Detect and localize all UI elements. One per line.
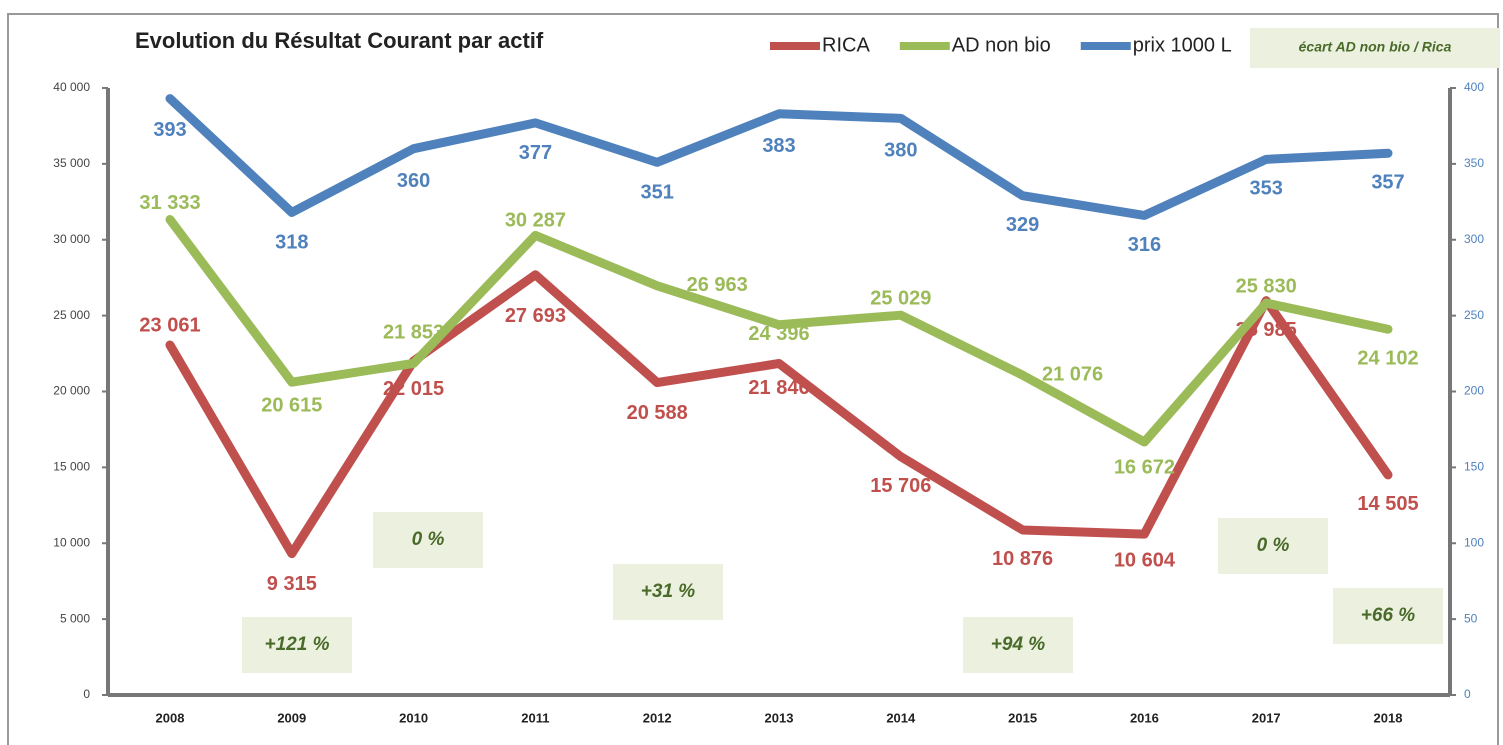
annotation-box	[613, 564, 723, 620]
data-label: 377	[519, 142, 552, 164]
y2-tick-label: 50	[1464, 611, 1478, 625]
annotation: 0 %	[1257, 535, 1290, 556]
data-label: 24 102	[1357, 348, 1418, 370]
y2-tick-label: 350	[1464, 156, 1484, 170]
annotation: +66 %	[1361, 605, 1416, 626]
data-label: 15 706	[870, 475, 931, 497]
annotation-box	[242, 617, 352, 673]
y-tick-label: 15 000	[53, 460, 90, 474]
y2-tick-label: 400	[1464, 80, 1484, 94]
y2-tick-label: 150	[1464, 460, 1484, 474]
y-tick-label: 5 000	[60, 611, 90, 625]
data-label: 27 693	[505, 305, 566, 327]
y-tick-label: 30 000	[53, 232, 90, 246]
data-label: 25 029	[870, 287, 931, 309]
series-line	[165, 94, 1393, 220]
annotation: +31 %	[641, 581, 696, 602]
y-tick-label: 10 000	[53, 535, 90, 549]
annotation-box	[963, 617, 1073, 673]
data-label: 9 315	[267, 573, 317, 595]
series-line	[165, 270, 1393, 559]
x-tick-label: 2008	[156, 710, 185, 725]
y-tick-label: 20 000	[53, 384, 90, 398]
y-tick-label: 25 000	[53, 308, 90, 322]
annotation: +121 %	[265, 634, 330, 655]
x-tick-label: 2012	[643, 710, 672, 725]
data-label: 21 076	[1042, 363, 1103, 385]
legend-label: prix 1000 L	[1133, 34, 1232, 56]
data-label: 20 588	[627, 402, 688, 424]
data-label: 20 615	[261, 394, 322, 416]
data-label: 393	[153, 119, 186, 141]
data-label: 24 396	[748, 323, 809, 345]
data-label: 383	[762, 135, 795, 157]
data-label: 23 061	[139, 314, 200, 336]
data-label: 21 853	[383, 322, 444, 344]
data-label: 30 287	[505, 210, 566, 232]
data-label: 380	[884, 140, 917, 162]
y2-tick-label: 0	[1464, 687, 1471, 701]
annotation-box	[1218, 518, 1328, 574]
x-tick-label: 2017	[1252, 710, 1281, 725]
y-tick-label: 35 000	[53, 156, 90, 170]
x-tick-label: 2011	[521, 710, 549, 725]
data-label: 26 963	[687, 274, 748, 296]
x-tick-label: 2010	[399, 710, 428, 725]
y2-tick-label: 250	[1464, 308, 1484, 322]
data-label: 351	[641, 182, 674, 204]
y-tick-label: 40 000	[53, 80, 90, 94]
data-label: 22 015	[383, 378, 444, 400]
data-label: 316	[1128, 234, 1161, 256]
annotation: 0 %	[412, 529, 445, 550]
x-tick-label: 2009	[277, 710, 306, 725]
y2-tick-label: 200	[1464, 384, 1484, 398]
legend-note-box	[1250, 28, 1500, 68]
legend-label: RICA	[822, 34, 870, 56]
y2-tick-label: 100	[1464, 535, 1484, 549]
data-label: 21 846	[748, 377, 809, 399]
data-label: 31 333	[139, 192, 200, 214]
data-label: 16 672	[1114, 456, 1175, 478]
data-label: 329	[1006, 214, 1039, 236]
annotation-box	[1333, 588, 1443, 644]
data-label: 360	[397, 170, 430, 192]
y2-tick-label: 300	[1464, 232, 1484, 246]
series-line	[165, 215, 1393, 447]
data-label: 25 830	[1236, 275, 1297, 297]
chart-title: Evolution du Résultat Courant par actif	[135, 28, 544, 53]
annotation: +94 %	[991, 634, 1046, 655]
x-tick-label: 2015	[1008, 710, 1037, 725]
data-label: 357	[1371, 172, 1404, 194]
legend-note: écart AD non bio / Rica	[1299, 39, 1452, 55]
x-tick-label: 2016	[1130, 710, 1159, 725]
data-label: 353	[1250, 178, 1283, 200]
x-tick-label: 2013	[765, 710, 794, 725]
data-label: 10 604	[1114, 549, 1176, 571]
annotation-box	[373, 512, 483, 568]
x-tick-label: 2014	[886, 710, 916, 725]
legend-label: AD non bio	[952, 34, 1051, 56]
data-label: 318	[275, 232, 308, 254]
data-label: 14 505	[1357, 493, 1418, 515]
x-tick-label: 2018	[1374, 710, 1403, 725]
data-label: 10 876	[992, 548, 1053, 570]
y-tick-label: 0	[83, 687, 90, 701]
